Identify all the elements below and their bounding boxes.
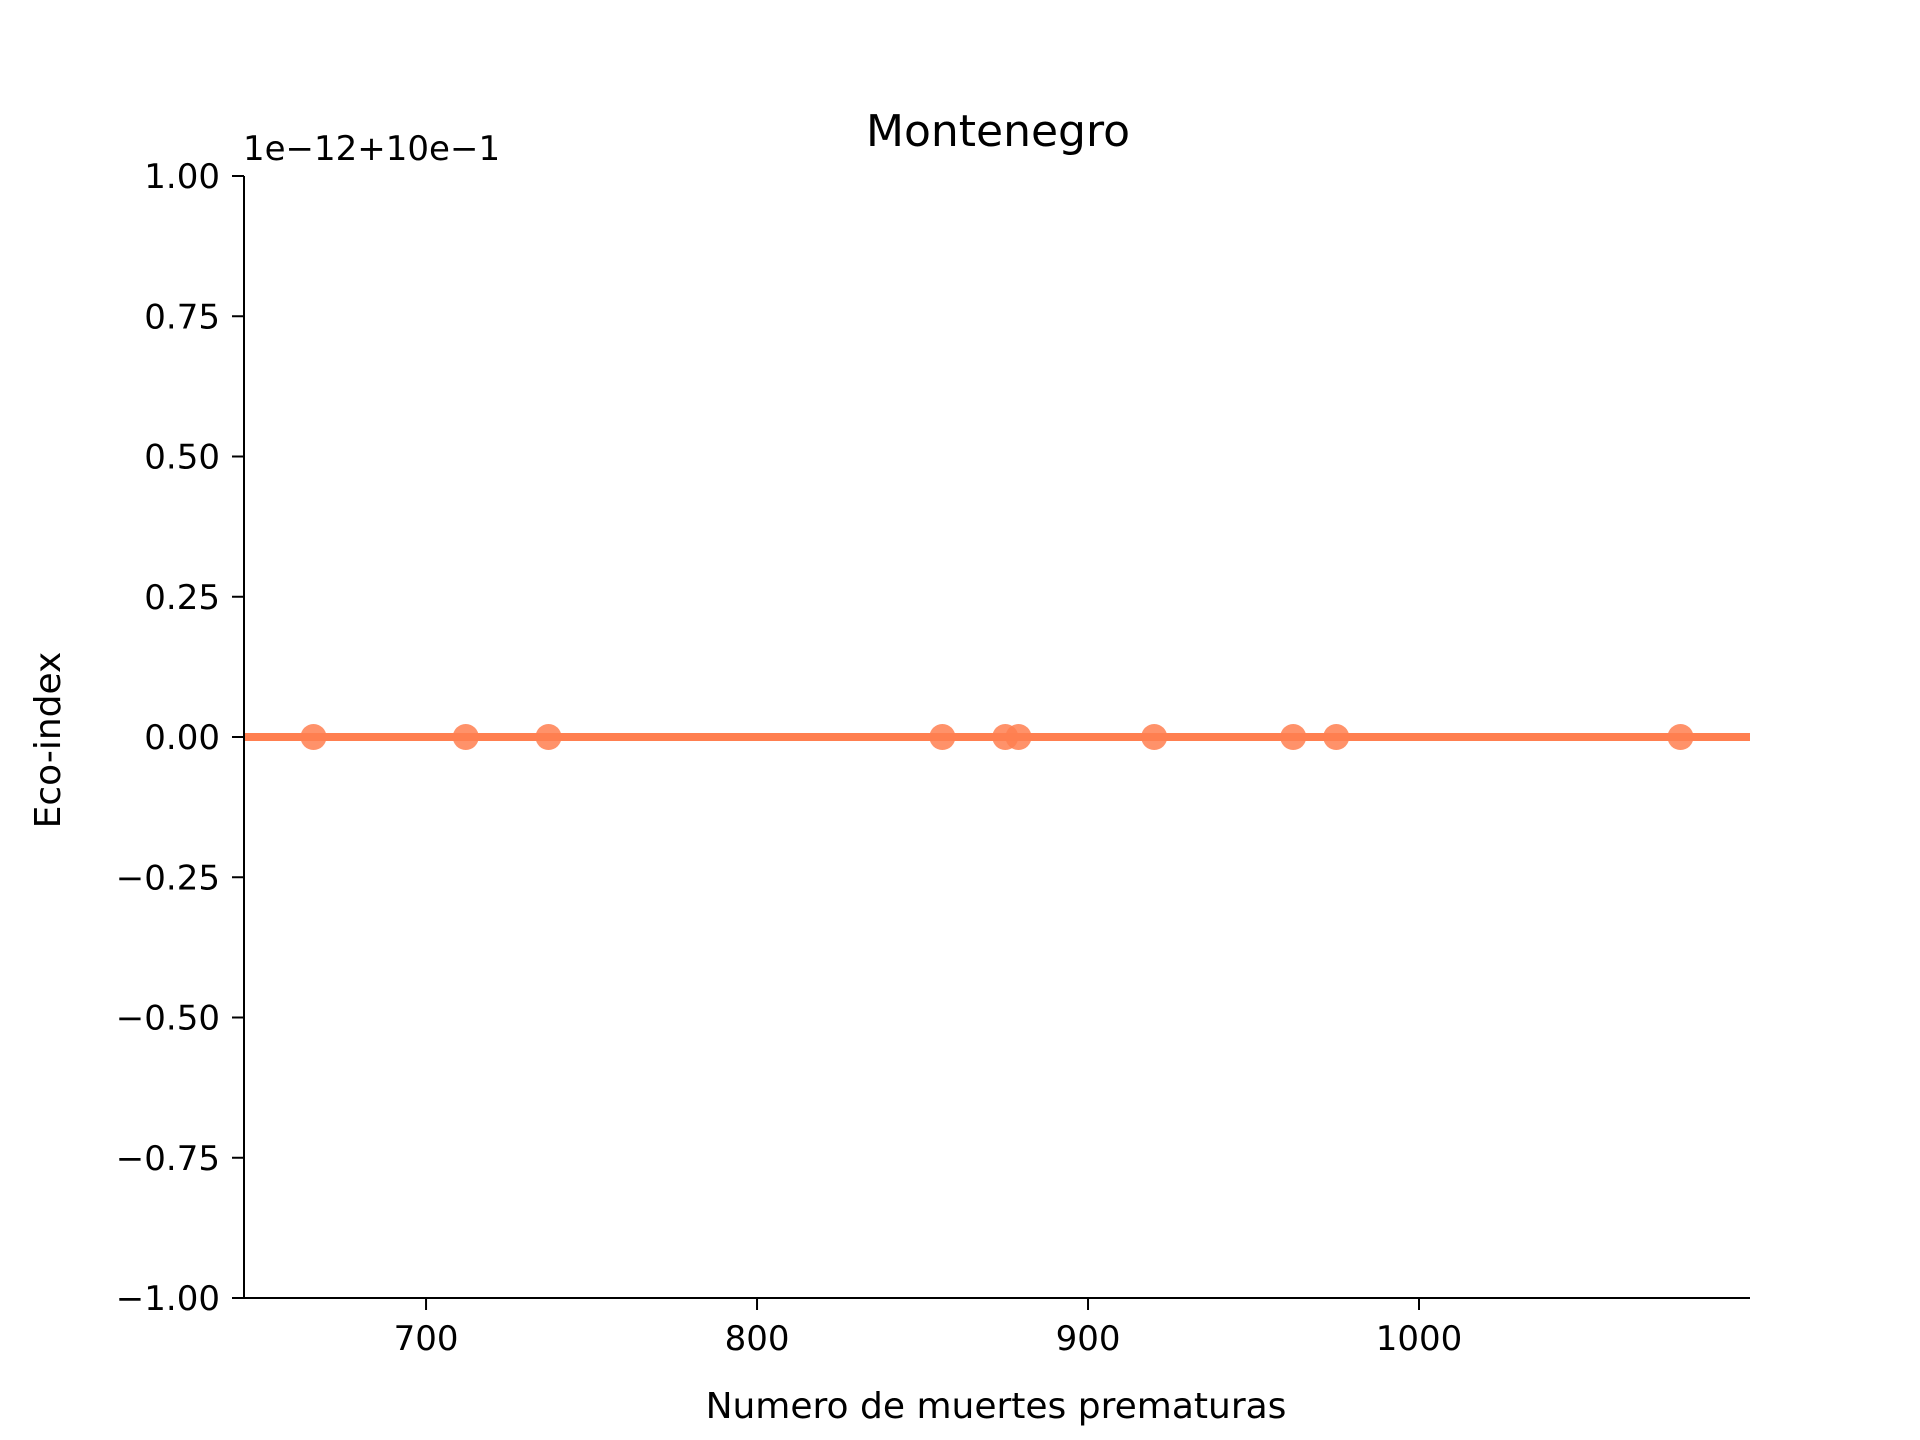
y-tick-label: −0.75 [116,1139,220,1179]
y-tick-label: 0.00 [144,718,220,758]
data-point [300,724,327,750]
y-tick-label: −1.00 [116,1279,220,1319]
data-point [1280,724,1307,750]
y-tick-label: 0.75 [144,297,220,337]
y-offset-label: 1e−12+10e−1 [243,129,500,169]
x-tick-label: 800 [725,1319,790,1359]
x-ticks: 700 800 900 1000 [394,1298,1463,1359]
y-axis-label: Eco-index [28,652,69,829]
x-axis-label: Numero de muertes prematuras [706,1386,1287,1427]
data-point [1005,724,1032,750]
y-tick-label: 1.00 [144,157,220,197]
data-point [452,724,479,750]
y-tick-label: 0.50 [144,438,220,478]
data-point [1141,724,1168,750]
y-tick-label: −0.50 [116,999,220,1039]
y-tick-label: 0.25 [144,578,220,618]
x-tick-label: 1000 [1376,1319,1463,1359]
y-tick-label: −0.25 [116,858,220,898]
series-layer [244,724,1750,750]
x-tick-label: 700 [394,1319,459,1359]
chart-title: Montenegro [866,106,1130,157]
data-point [1323,724,1350,750]
y-ticks: 1.00 0.75 0.50 0.25 0.00 −0.25 −0.50 −0.75 −1.00 [116,157,244,1319]
data-point [929,724,956,750]
data-point [535,724,562,750]
x-tick-label: 900 [1056,1319,1121,1359]
data-point [1667,724,1694,750]
